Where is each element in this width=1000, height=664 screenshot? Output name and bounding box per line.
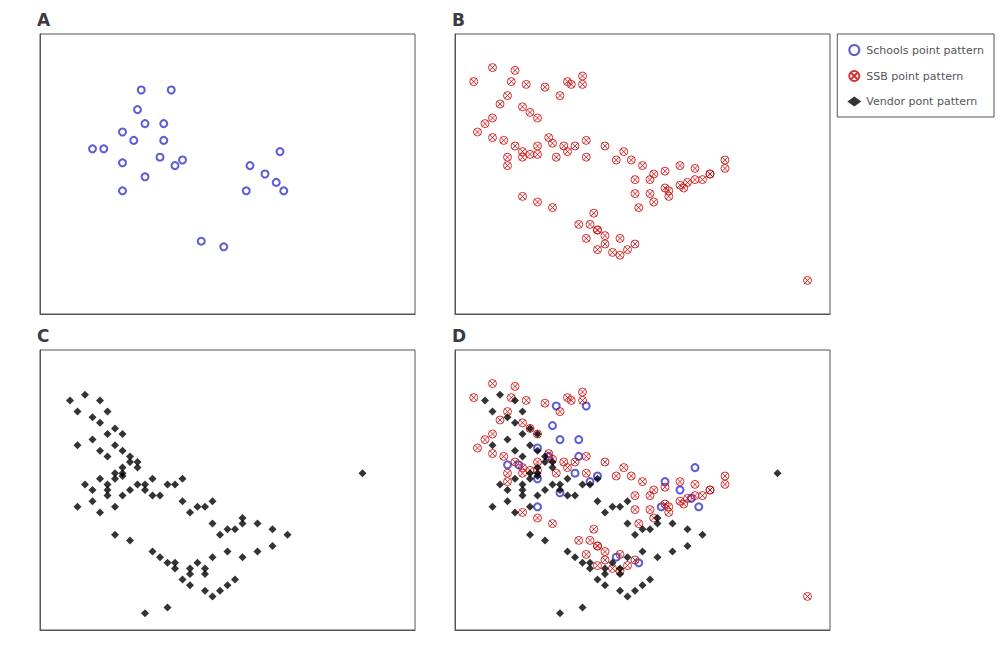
svg-text:Schools point pattern: Schools point pattern (866, 44, 984, 57)
svg-text:B: B (452, 10, 465, 30)
svg-text:D: D (452, 326, 466, 346)
svg-text:A: A (37, 10, 51, 30)
svg-text:SSB point pattern: SSB point pattern (866, 70, 963, 83)
svg-text:Vendor pont pattern: Vendor pont pattern (866, 95, 977, 108)
svg-text:C: C (37, 326, 49, 346)
